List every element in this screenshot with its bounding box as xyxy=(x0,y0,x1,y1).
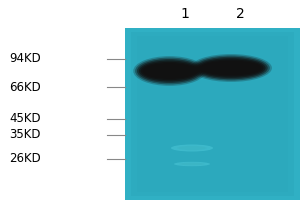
Text: 2: 2 xyxy=(236,7,244,21)
Ellipse shape xyxy=(174,162,210,166)
Ellipse shape xyxy=(199,59,264,77)
Ellipse shape xyxy=(135,58,204,84)
Ellipse shape xyxy=(141,62,198,80)
Ellipse shape xyxy=(139,60,200,82)
Text: 45KD: 45KD xyxy=(9,112,40,126)
Ellipse shape xyxy=(190,54,272,82)
Ellipse shape xyxy=(203,62,260,74)
Ellipse shape xyxy=(171,144,213,152)
Text: 26KD: 26KD xyxy=(9,153,41,166)
Ellipse shape xyxy=(146,66,193,76)
Bar xyxy=(124,28,300,200)
Text: 94KD: 94KD xyxy=(9,52,41,66)
Bar xyxy=(136,36,288,192)
Ellipse shape xyxy=(137,59,202,83)
Ellipse shape xyxy=(144,65,195,77)
Ellipse shape xyxy=(142,63,196,79)
Ellipse shape xyxy=(194,57,268,79)
Ellipse shape xyxy=(196,58,266,78)
Ellipse shape xyxy=(177,146,207,150)
Bar xyxy=(124,28,300,200)
Ellipse shape xyxy=(201,61,262,75)
Ellipse shape xyxy=(192,55,270,81)
Ellipse shape xyxy=(179,163,205,165)
Ellipse shape xyxy=(133,56,206,86)
Text: 35KD: 35KD xyxy=(9,129,40,142)
Text: 1: 1 xyxy=(180,7,189,21)
Bar xyxy=(130,32,294,196)
Text: 66KD: 66KD xyxy=(9,81,41,94)
Ellipse shape xyxy=(205,64,257,73)
